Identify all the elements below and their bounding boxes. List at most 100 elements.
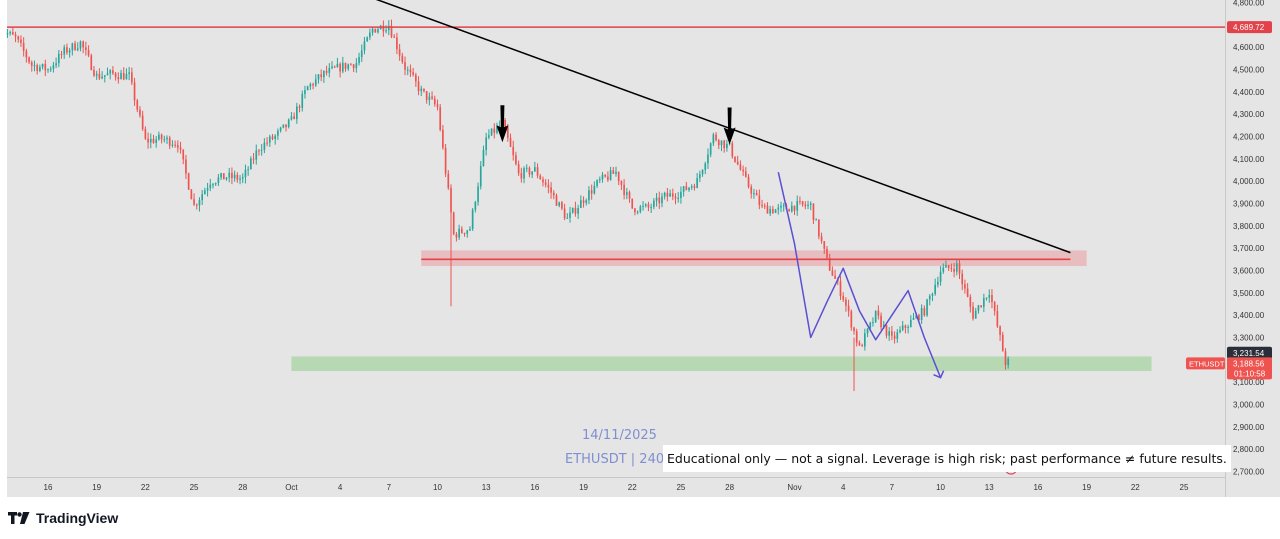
candle xyxy=(417,76,420,96)
candle xyxy=(753,188,755,199)
candle xyxy=(382,20,385,37)
candle xyxy=(991,289,993,309)
tradingview-logo[interactable]: TradingView xyxy=(8,507,118,529)
candle xyxy=(493,123,496,139)
candle xyxy=(712,132,715,147)
candle xyxy=(942,263,945,274)
x-tick-label: 19 xyxy=(1082,483,1091,492)
y-axis-strip[interactable] xyxy=(1225,0,1280,497)
disclaimer-note: Educational only — not a signal. Leverag… xyxy=(663,445,1231,472)
candle xyxy=(674,193,677,205)
candle xyxy=(993,300,996,316)
candle xyxy=(747,173,750,189)
candle xyxy=(677,192,680,203)
x-axis-strip[interactable] xyxy=(7,477,1225,497)
candle xyxy=(363,36,366,55)
candle xyxy=(999,325,1001,341)
candle xyxy=(766,202,769,214)
candle xyxy=(57,49,60,68)
candle xyxy=(807,200,809,210)
candle xyxy=(980,305,982,309)
candle xyxy=(909,315,912,328)
candle xyxy=(320,69,323,82)
candle xyxy=(531,171,533,179)
y-tick-label: 3,400.00 xyxy=(1233,311,1265,320)
candle xyxy=(961,269,964,291)
candle xyxy=(444,144,447,178)
x-tick-label: 4 xyxy=(841,483,846,492)
candle xyxy=(117,72,120,84)
candle xyxy=(715,132,717,142)
candle xyxy=(544,179,547,188)
candle xyxy=(36,63,39,75)
candle xyxy=(604,174,607,178)
candle xyxy=(671,188,674,201)
candle xyxy=(241,173,244,184)
candle xyxy=(845,297,847,312)
candle xyxy=(201,190,204,205)
candle xyxy=(834,269,836,279)
candle xyxy=(250,156,252,170)
candle xyxy=(812,203,815,225)
candle xyxy=(901,320,904,332)
candle xyxy=(650,203,653,213)
candle xyxy=(842,292,845,302)
candle xyxy=(574,201,577,217)
candle xyxy=(93,66,95,78)
candle xyxy=(341,56,344,74)
candle xyxy=(853,326,855,335)
candle xyxy=(515,151,517,166)
watermark-symbol: ETHUSDT | 240 xyxy=(565,452,664,467)
candle xyxy=(128,66,130,81)
candle xyxy=(193,193,195,206)
candle xyxy=(945,260,947,268)
candle xyxy=(393,34,396,38)
candle xyxy=(60,50,63,59)
plot-area[interactable] xyxy=(7,0,1225,477)
candle xyxy=(517,160,520,176)
tradingview-logo-icon xyxy=(8,512,30,524)
candle xyxy=(295,102,298,124)
candle xyxy=(74,40,76,51)
candle xyxy=(179,141,182,154)
candle xyxy=(734,156,736,163)
candle xyxy=(101,71,103,80)
candle xyxy=(818,219,820,240)
candle xyxy=(891,325,893,341)
candle xyxy=(152,134,155,144)
candle xyxy=(893,331,896,344)
candle xyxy=(639,204,642,214)
candle xyxy=(55,57,57,69)
candle xyxy=(717,138,720,150)
candle xyxy=(109,69,112,80)
candle xyxy=(588,186,590,205)
candle xyxy=(880,312,882,331)
candle xyxy=(539,173,542,180)
candle xyxy=(217,173,220,186)
candle xyxy=(774,208,777,214)
candle xyxy=(406,66,409,76)
candle xyxy=(615,166,617,177)
candle xyxy=(680,186,682,204)
candle xyxy=(731,140,734,159)
candle xyxy=(460,226,463,234)
down-arrow-0 xyxy=(496,105,509,143)
x-tick-label: 28 xyxy=(725,483,734,492)
candle xyxy=(68,47,71,58)
down-arrow-1 xyxy=(723,107,736,145)
x-tick-label: 19 xyxy=(92,483,101,492)
candle xyxy=(263,138,266,154)
candle xyxy=(120,69,122,80)
candle xyxy=(863,328,866,351)
candle xyxy=(274,134,277,145)
candle xyxy=(374,28,377,33)
candle xyxy=(485,132,488,156)
candle xyxy=(823,240,826,254)
candle xyxy=(369,28,371,41)
candle xyxy=(607,171,609,182)
x-tick-label: 10 xyxy=(433,483,442,492)
x-tick-label: 16 xyxy=(44,483,53,492)
y-tick-label: 3,900.00 xyxy=(1233,200,1265,209)
